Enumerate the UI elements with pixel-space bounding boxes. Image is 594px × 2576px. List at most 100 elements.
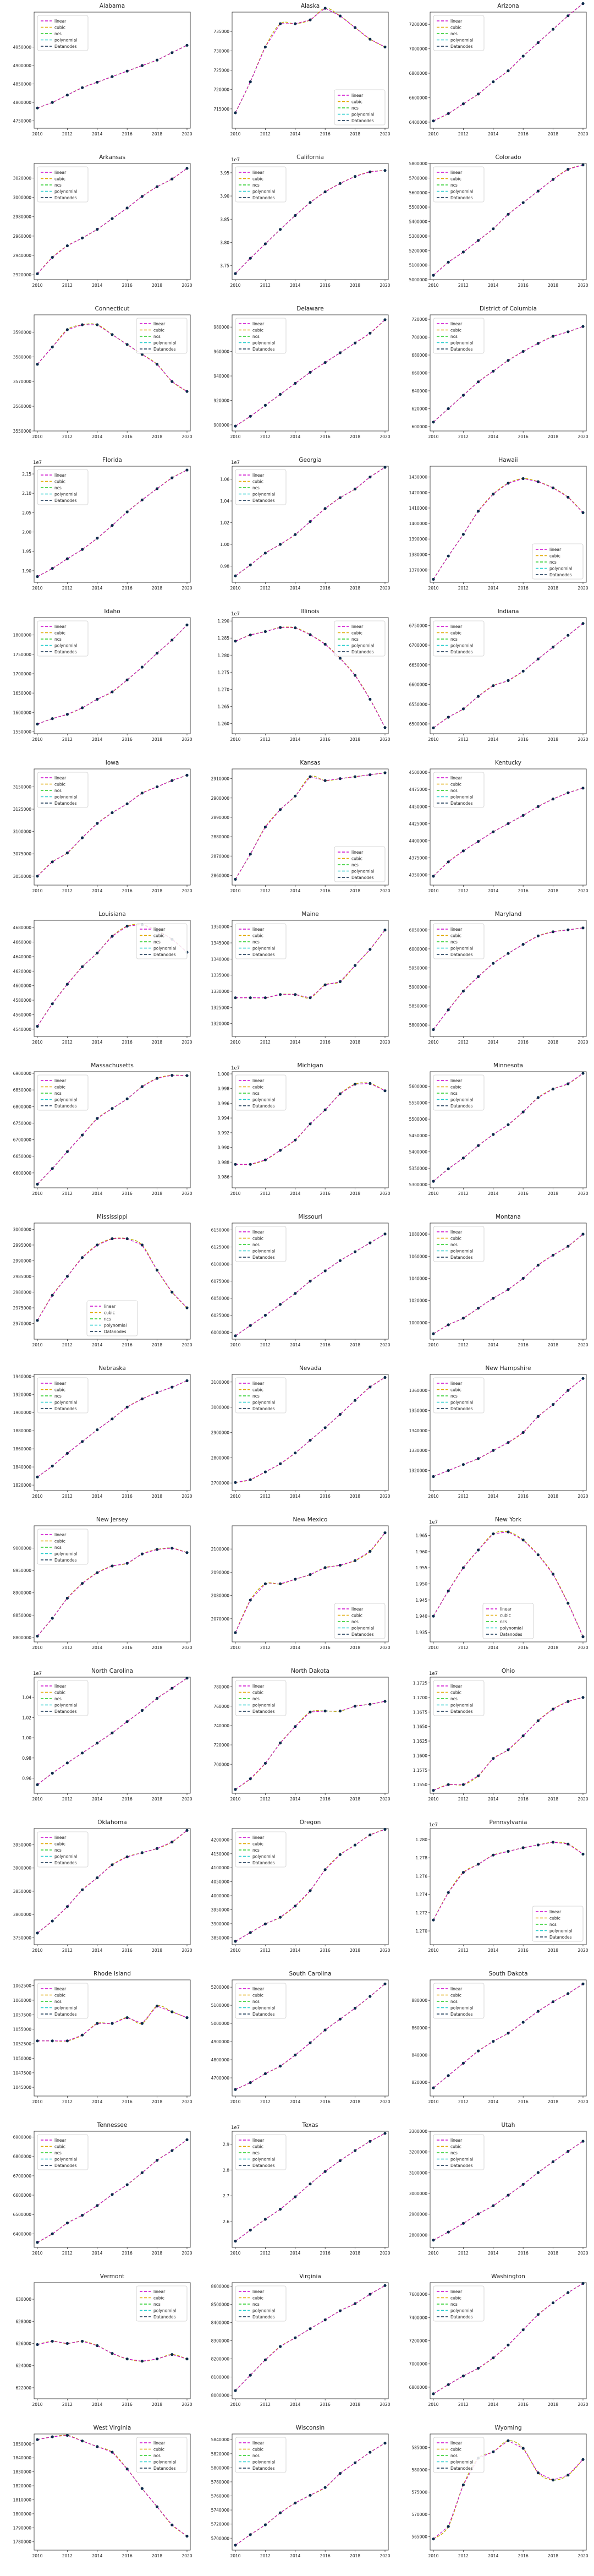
y-tick-label: 3580000 bbox=[13, 354, 32, 359]
data-node bbox=[140, 2360, 144, 2363]
x-tick-label: 2012 bbox=[62, 1645, 73, 1650]
data-node bbox=[294, 381, 297, 385]
data-node bbox=[96, 537, 99, 540]
y-tick-label: 6400000 bbox=[13, 2231, 32, 2236]
data-node bbox=[81, 548, 84, 551]
data-node bbox=[125, 2357, 129, 2361]
data-node bbox=[566, 2291, 570, 2294]
data-node bbox=[140, 1397, 144, 1401]
y-tick-label: 1840000 bbox=[13, 2455, 32, 2460]
data-node bbox=[36, 722, 39, 725]
y-tick-label: 5100000 bbox=[409, 263, 428, 268]
y-tick-label: 1.06 bbox=[220, 477, 229, 482]
x-tick-label: 2016 bbox=[122, 1797, 133, 1802]
x-tick-label: 2020 bbox=[578, 586, 588, 591]
legend-label: ncs bbox=[54, 183, 62, 188]
y-tick-label: 4375000 bbox=[409, 855, 428, 860]
data-node bbox=[338, 1259, 342, 1262]
legend-label: linear bbox=[450, 1684, 463, 1689]
data-node bbox=[338, 182, 342, 185]
data-node bbox=[447, 260, 450, 264]
x-tick-label: 2010 bbox=[428, 1645, 438, 1650]
data-node bbox=[432, 119, 435, 123]
data-node bbox=[81, 1133, 84, 1137]
legend-label: linear bbox=[450, 2289, 463, 2294]
legend-box bbox=[433, 772, 485, 808]
legend-label: Datanodes bbox=[450, 347, 473, 352]
legend-box bbox=[334, 620, 386, 657]
subplot-title: Texas bbox=[301, 2122, 318, 2129]
legend-box bbox=[37, 1529, 89, 1565]
x-tick-label: 2014 bbox=[92, 132, 102, 137]
y-tick-label: 5840000 bbox=[211, 2437, 230, 2442]
x-tick-label: 2012 bbox=[260, 1948, 271, 1953]
x-tick-label: 2018 bbox=[548, 1645, 558, 1650]
subplot-title: New Mexico bbox=[293, 1516, 328, 1523]
data-node bbox=[51, 2339, 54, 2343]
data-node bbox=[125, 925, 129, 928]
legend-label: polynomial bbox=[54, 492, 77, 497]
data-node bbox=[566, 1992, 570, 1995]
legend-label: ncs bbox=[351, 637, 359, 642]
x-tick-label: 2018 bbox=[548, 1948, 558, 1953]
data-node bbox=[234, 1481, 237, 1484]
x-tick-label: 2016 bbox=[320, 586, 331, 591]
x-tick-label: 2020 bbox=[578, 1948, 588, 1953]
data-node bbox=[96, 323, 99, 326]
x-tick-label: 2016 bbox=[518, 1191, 529, 1196]
data-node bbox=[156, 1548, 159, 1551]
x-tick-label: 2016 bbox=[320, 2099, 331, 2104]
data-node bbox=[338, 351, 342, 354]
data-node bbox=[492, 1449, 495, 1452]
legend-label: linear bbox=[252, 1684, 265, 1689]
data-node bbox=[111, 1731, 114, 1734]
data-node bbox=[36, 1783, 39, 1786]
legend-label: Datanodes bbox=[54, 1860, 77, 1865]
data-node bbox=[185, 2535, 189, 2538]
data-node bbox=[536, 480, 540, 483]
x-tick-label: 2020 bbox=[380, 1948, 390, 1953]
data-node bbox=[383, 1982, 387, 1985]
y-tick-label: 2080000 bbox=[211, 1593, 230, 1598]
y-tick-label: 3590000 bbox=[13, 330, 32, 335]
data-node bbox=[552, 2000, 555, 2004]
data-node bbox=[323, 1566, 327, 1569]
legend-label: ncs bbox=[450, 637, 458, 642]
data-node bbox=[249, 996, 252, 1000]
y-tick-label: 2900000 bbox=[211, 1431, 230, 1436]
legend-label: Datanodes bbox=[450, 2012, 473, 2017]
x-tick-label: 2012 bbox=[62, 888, 73, 893]
legend-label: Datanodes bbox=[450, 1709, 473, 1714]
x-tick-label: 2016 bbox=[518, 1040, 529, 1045]
data-node bbox=[51, 1002, 54, 1006]
x-tick-label: 2016 bbox=[122, 2402, 133, 2407]
legend-label: cubic bbox=[252, 934, 263, 938]
y-tick-label: 1057500 bbox=[13, 2012, 32, 2017]
legend-box bbox=[532, 1906, 584, 1942]
data-node bbox=[156, 58, 159, 62]
data-node bbox=[111, 524, 114, 527]
data-node bbox=[323, 642, 327, 646]
x-tick-label: 2016 bbox=[122, 737, 133, 742]
subplot-title: North Dakota bbox=[291, 1668, 329, 1674]
legend-box bbox=[433, 166, 485, 203]
y-tick-label: 3570000 bbox=[13, 379, 32, 384]
x-tick-label: 2014 bbox=[290, 434, 300, 439]
data-node bbox=[354, 2461, 357, 2464]
x-tick-label: 2010 bbox=[428, 888, 438, 893]
y-tick-label: 4540000 bbox=[13, 1027, 32, 1032]
legend-label: ncs bbox=[54, 2151, 62, 2155]
legend-label: Datanodes bbox=[450, 1255, 473, 1260]
legend-label: cubic bbox=[153, 2296, 164, 2301]
y-tick-label: 5400000 bbox=[409, 220, 428, 225]
x-tick-label: 2020 bbox=[578, 737, 588, 742]
x-tick-label: 2012 bbox=[458, 1191, 469, 1196]
data-node bbox=[81, 2214, 84, 2217]
y-tick-label: 2.00 bbox=[22, 530, 31, 535]
data-node bbox=[279, 1582, 282, 1586]
data-node bbox=[294, 533, 297, 536]
data-node bbox=[521, 2328, 525, 2332]
legend-label: polynomial bbox=[252, 2006, 275, 2011]
legend-label: polynomial bbox=[450, 2157, 473, 2162]
y-tick-label: 0.98 bbox=[22, 1756, 31, 1761]
